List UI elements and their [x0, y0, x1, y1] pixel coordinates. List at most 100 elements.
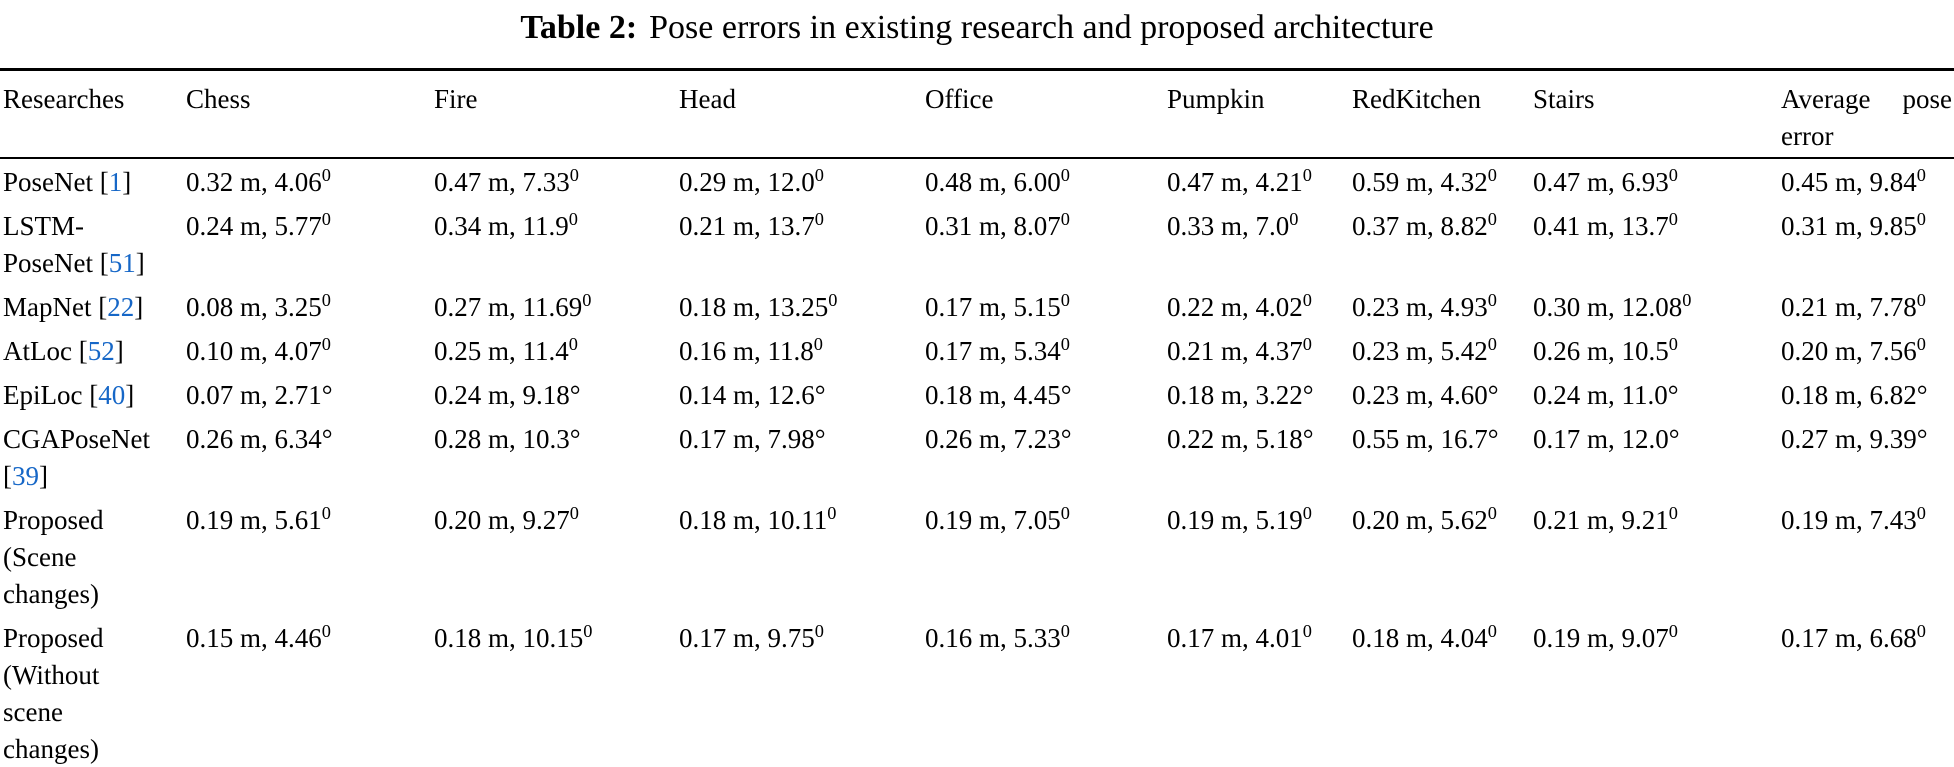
pose-error-cell: 0.23 m, 5.420 — [1352, 334, 1497, 366]
header-row: Researches Chess Fire Head Office Pumpkin RedK… — [0, 69, 1954, 159]
pose-error-cell: 0.20 m, 7.560 — [1781, 334, 1926, 366]
degree-superscript: 0 — [1916, 209, 1926, 229]
pose-error-cell: 0.34 m, 11.90 — [434, 209, 578, 241]
pose-error-cell: 0.23 m, 4.60° — [1352, 380, 1499, 410]
pose-error-cell: 0.29 m, 12.00 — [679, 165, 824, 197]
citation-link[interactable]: 51 — [108, 248, 136, 278]
pose-error-cell: 0.19 m, 5.190 — [1167, 503, 1312, 535]
research-name-cell: Proposed (Without scene changes) — [3, 623, 104, 764]
degree-superscript: 0 — [814, 165, 824, 185]
degree-superscript: 0 — [582, 290, 592, 310]
pose-error-cell: 0.17 m, 5.340 — [925, 334, 1070, 366]
pose-error-cell: 0.20 m, 5.620 — [1352, 503, 1497, 535]
pose-error-cell: 0.18 m, 10.150 — [434, 621, 593, 653]
degree-superscript: 0 — [813, 334, 823, 354]
table-row: MapNet [22] 0.08 m, 3.250 0.27 m, 11.690 0.… — [0, 284, 1954, 328]
pose-error-cell: 0.31 m, 9.850 — [1781, 209, 1926, 241]
column-header-stairs: Stairs — [1530, 69, 1778, 159]
degree-superscript: 0 — [321, 621, 331, 641]
pose-error-cell: 0.18 m, 3.22° — [1167, 380, 1314, 410]
research-name-cell: LSTM-PoseNet [51] — [3, 211, 145, 278]
table-row: AtLoc [52] 0.10 m, 4.070 0.25 m, 11.40 0.16… — [0, 328, 1954, 372]
pose-error-cell: 0.19 m, 9.070 — [1533, 621, 1678, 653]
table-caption: Table 2: Pose errors in existing research… — [0, 8, 1954, 48]
degree-superscript: 0 — [1060, 290, 1070, 310]
table-body: PoseNet [1] 0.32 m, 4.060 0.47 m, 7.330 0.2… — [0, 158, 1954, 767]
column-header-office: Office — [922, 69, 1164, 159]
degree-superscript: 0 — [1916, 165, 1926, 185]
research-name-cell: MapNet [22] — [3, 292, 144, 322]
pose-error-cell: 0.47 m, 7.330 — [434, 165, 579, 197]
degree-superscript: 0 — [321, 503, 331, 523]
degree-superscript: 0 — [1060, 209, 1070, 229]
table-caption-number: Table 2: — [520, 9, 638, 46]
pose-error-cell: 0.16 m, 11.80 — [679, 334, 823, 366]
degree-superscript: 0 — [1487, 165, 1497, 185]
pose-error-cell: 0.18 m, 4.040 — [1352, 621, 1497, 653]
pose-error-cell: 0.20 m, 9.270 — [434, 503, 579, 535]
pose-error-cell: 0.28 m, 10.3° — [434, 424, 581, 454]
research-name-cell: EpiLoc [40] — [3, 380, 135, 410]
pose-error-table: Researches Chess Fire Head Office Pumpkin RedK… — [0, 68, 1954, 767]
degree-superscript: 0 — [568, 209, 578, 229]
degree-superscript: 0 — [827, 503, 837, 523]
degree-superscript: 0 — [321, 334, 331, 354]
column-header-redkitchen: RedKitchen — [1349, 69, 1530, 159]
pose-error-cell: 0.37 m, 8.820 — [1352, 209, 1497, 241]
degree-superscript: 0 — [1302, 165, 1312, 185]
degree-superscript: 0 — [814, 209, 824, 229]
degree-superscript: 0 — [1289, 209, 1299, 229]
pose-error-cell: 0.45 m, 9.840 — [1781, 165, 1926, 197]
degree-superscript: 0 — [1302, 290, 1312, 310]
pose-error-cell: 0.48 m, 6.000 — [925, 165, 1070, 197]
degree-superscript: 0 — [1060, 165, 1070, 185]
pose-error-cell: 0.14 m, 12.6° — [679, 380, 826, 410]
degree-superscript: 0 — [583, 621, 593, 641]
degree-superscript: 0 — [814, 621, 824, 641]
degree-superscript: 0 — [1302, 621, 1312, 641]
citation-link[interactable]: 40 — [98, 380, 126, 410]
citation-link[interactable]: 52 — [87, 336, 115, 366]
pose-error-cell: 0.23 m, 4.930 — [1352, 290, 1497, 322]
pose-error-cell: 0.07 m, 2.71° — [186, 380, 333, 410]
pose-error-cell: 0.15 m, 4.460 — [186, 621, 331, 653]
degree-superscript: 0 — [321, 209, 331, 229]
pose-error-cell: 0.10 m, 4.070 — [186, 334, 331, 366]
table-row: PoseNet [1] 0.32 m, 4.060 0.47 m, 7.330 0.2… — [0, 158, 1954, 203]
table-row: Proposed (Scene changes) 0.19 m, 5.610 0.2… — [0, 497, 1954, 615]
degree-superscript: 0 — [1668, 334, 1678, 354]
table-row: CGAPoseNet [39] 0.26 m, 6.34° 0.28 m, 10.3… — [0, 416, 1954, 497]
degree-superscript: 0 — [1668, 503, 1678, 523]
citation-link[interactable]: 22 — [107, 292, 135, 322]
pose-error-cell: 0.18 m, 4.45° — [925, 380, 1072, 410]
degree-superscript: 0 — [1302, 334, 1312, 354]
table-row: EpiLoc [40] 0.07 m, 2.71° 0.24 m, 9.18° 0.1… — [0, 372, 1954, 416]
pose-error-cell: 0.26 m, 6.34° — [186, 424, 333, 454]
degree-superscript: 0 — [569, 503, 579, 523]
research-name-cell: PoseNet [1] — [3, 167, 132, 197]
degree-superscript: 0 — [1668, 209, 1678, 229]
degree-superscript: 0 — [1916, 621, 1926, 641]
citation-link[interactable]: 1 — [108, 167, 123, 197]
pose-error-cell: 0.47 m, 6.930 — [1533, 165, 1678, 197]
research-name-cell: Proposed (Scene changes) — [3, 505, 104, 609]
degree-superscript: 0 — [1302, 503, 1312, 523]
column-header-head: Head — [676, 69, 922, 159]
pose-error-cell: 0.18 m, 10.110 — [679, 503, 837, 535]
degree-superscript: 0 — [828, 290, 838, 310]
pose-error-cell: 0.17 m, 12.0° — [1533, 424, 1680, 454]
column-header-pumpkin: Pumpkin — [1164, 69, 1349, 159]
pose-error-cell: 0.26 m, 10.50 — [1533, 334, 1678, 366]
pose-error-cell: 0.25 m, 11.40 — [434, 334, 578, 366]
pose-error-cell: 0.24 m, 9.18° — [434, 380, 581, 410]
pose-error-cell: 0.22 m, 4.020 — [1167, 290, 1312, 322]
degree-superscript: 0 — [569, 165, 579, 185]
pose-error-cell: 0.30 m, 12.080 — [1533, 290, 1692, 322]
citation-link[interactable]: 39 — [12, 461, 39, 491]
table-row: LSTM-PoseNet [51] 0.24 m, 5.770 0.34 m, 11… — [0, 203, 1954, 284]
pose-error-cell: 0.27 m, 11.690 — [434, 290, 592, 322]
pose-error-cell: 0.21 m, 4.370 — [1167, 334, 1312, 366]
pose-error-cell: 0.59 m, 4.320 — [1352, 165, 1497, 197]
research-name-cell: CGAPoseNet [39] — [3, 424, 150, 491]
degree-superscript: 0 — [1916, 334, 1926, 354]
